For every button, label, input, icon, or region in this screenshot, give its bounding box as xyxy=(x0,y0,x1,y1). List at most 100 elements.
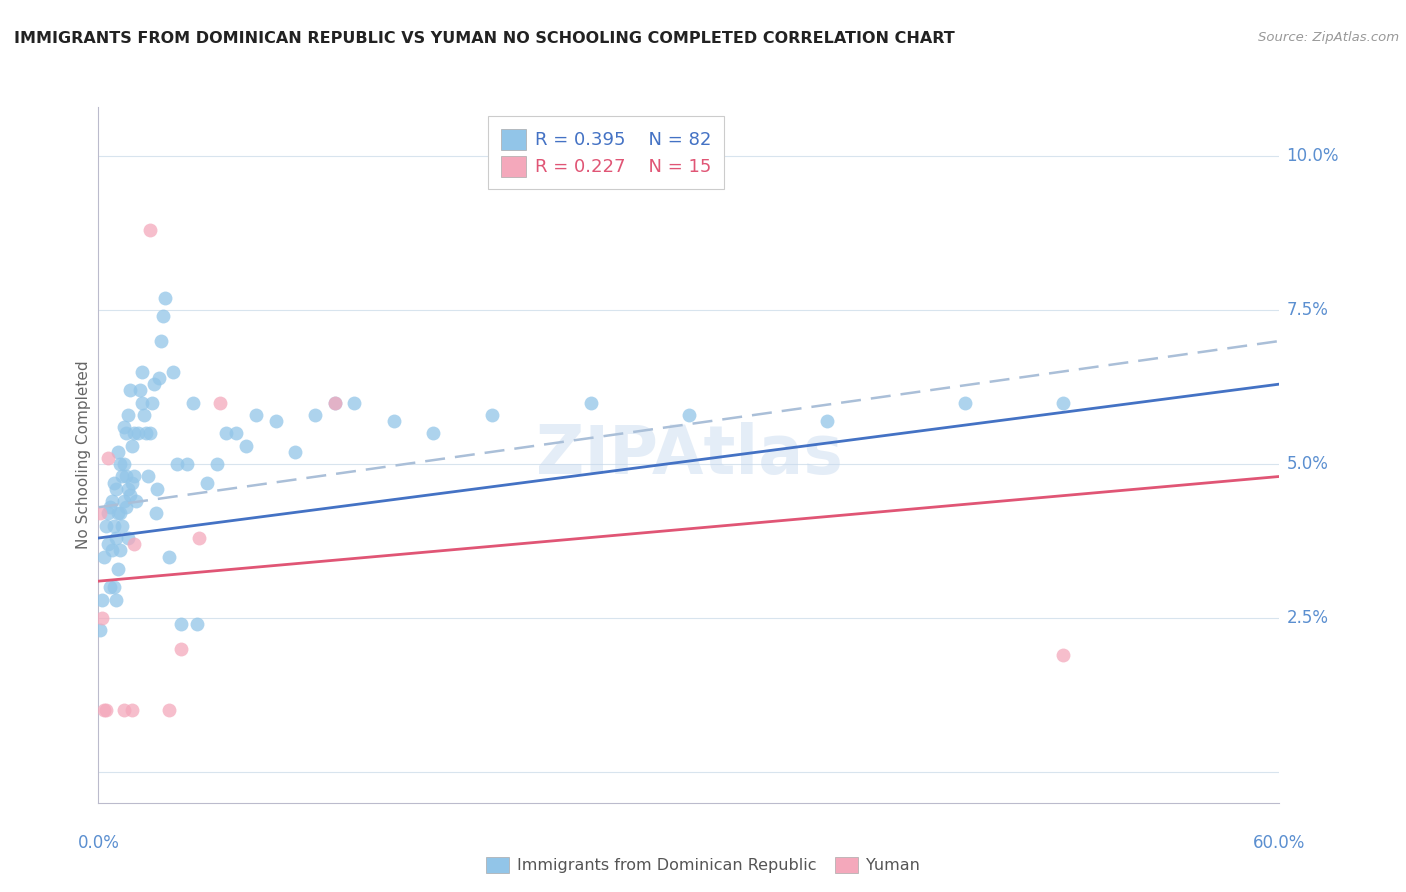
Point xyxy=(98,500,121,515)
Point xyxy=(112,703,135,717)
Point xyxy=(122,426,145,441)
Legend: R = 0.395    N = 82, R = 0.227    N = 15: R = 0.395 N = 82, R = 0.227 N = 15 xyxy=(488,116,724,189)
Point xyxy=(101,543,124,558)
Point xyxy=(111,518,134,533)
Point xyxy=(93,549,115,564)
Y-axis label: No Schooling Completed: No Schooling Completed xyxy=(76,360,91,549)
Point xyxy=(121,439,143,453)
Point xyxy=(138,223,160,237)
Text: 5.0%: 5.0% xyxy=(1286,455,1329,473)
Point xyxy=(105,592,128,607)
Point xyxy=(103,475,125,490)
Point xyxy=(107,445,129,459)
Point xyxy=(121,475,143,490)
Point xyxy=(107,562,129,576)
Point xyxy=(101,494,124,508)
Point xyxy=(115,469,138,483)
Point xyxy=(162,365,184,379)
Point xyxy=(157,549,180,564)
Point xyxy=(108,543,131,558)
Point xyxy=(103,518,125,533)
Point xyxy=(131,365,153,379)
Text: 7.5%: 7.5% xyxy=(1286,301,1329,319)
Point xyxy=(108,457,131,471)
Point xyxy=(176,457,198,471)
Point xyxy=(107,507,129,521)
Point xyxy=(118,384,141,398)
Point xyxy=(323,395,346,409)
Point xyxy=(105,482,128,496)
Point xyxy=(323,395,346,409)
Point xyxy=(115,500,138,515)
Point xyxy=(145,507,167,521)
Point xyxy=(209,395,232,409)
Point xyxy=(245,408,267,422)
Point xyxy=(170,617,193,632)
Point xyxy=(264,414,287,428)
Point xyxy=(112,494,135,508)
Point xyxy=(91,611,114,625)
Point xyxy=(117,408,139,422)
Point xyxy=(91,592,114,607)
Point xyxy=(125,494,148,508)
Point xyxy=(121,703,143,717)
Point xyxy=(225,426,247,441)
Point xyxy=(579,395,602,409)
Point xyxy=(132,408,155,422)
Point xyxy=(128,384,150,398)
Point xyxy=(115,426,138,441)
Point xyxy=(382,414,405,428)
Point xyxy=(146,482,169,496)
Point xyxy=(138,426,160,441)
Point xyxy=(108,507,131,521)
Point xyxy=(112,457,135,471)
Point xyxy=(127,426,149,441)
Point xyxy=(97,450,120,465)
Point xyxy=(155,291,177,305)
Point xyxy=(157,703,180,717)
Point xyxy=(96,518,118,533)
Point xyxy=(235,439,257,453)
Point xyxy=(103,580,125,594)
Text: ZIPAtlas: ZIPAtlas xyxy=(536,422,842,488)
Text: 60.0%: 60.0% xyxy=(1253,834,1306,852)
Point xyxy=(112,420,135,434)
Point xyxy=(166,457,188,471)
Point xyxy=(152,310,174,324)
Point xyxy=(150,334,173,348)
Point xyxy=(98,580,121,594)
Point xyxy=(170,641,193,656)
Point xyxy=(304,408,326,422)
Point xyxy=(195,475,218,490)
Point xyxy=(118,488,141,502)
Point xyxy=(215,426,238,441)
Point xyxy=(481,408,503,422)
Point xyxy=(122,537,145,551)
Point xyxy=(111,469,134,483)
Point xyxy=(142,377,165,392)
Point xyxy=(186,617,208,632)
Point xyxy=(181,395,204,409)
Point xyxy=(117,482,139,496)
Point xyxy=(93,703,115,717)
Point xyxy=(96,703,118,717)
Point xyxy=(815,414,838,428)
Point xyxy=(136,469,159,483)
Text: IMMIGRANTS FROM DOMINICAN REPUBLIC VS YUMAN NO SCHOOLING COMPLETED CORRELATION C: IMMIGRANTS FROM DOMINICAN REPUBLIC VS YU… xyxy=(14,31,955,46)
Point xyxy=(135,426,157,441)
Text: 0.0%: 0.0% xyxy=(77,834,120,852)
Point xyxy=(105,531,128,545)
Point xyxy=(1052,648,1074,662)
Point xyxy=(131,395,153,409)
Point xyxy=(97,507,120,521)
Point xyxy=(148,371,170,385)
Legend: Immigrants from Dominican Republic, Yuman: Immigrants from Dominican Republic, Yuma… xyxy=(479,850,927,880)
Point xyxy=(1052,395,1074,409)
Point xyxy=(117,531,139,545)
Text: 2.5%: 2.5% xyxy=(1286,609,1329,627)
Point xyxy=(122,469,145,483)
Point xyxy=(284,445,307,459)
Point xyxy=(89,624,111,638)
Point xyxy=(678,408,700,422)
Point xyxy=(422,426,444,441)
